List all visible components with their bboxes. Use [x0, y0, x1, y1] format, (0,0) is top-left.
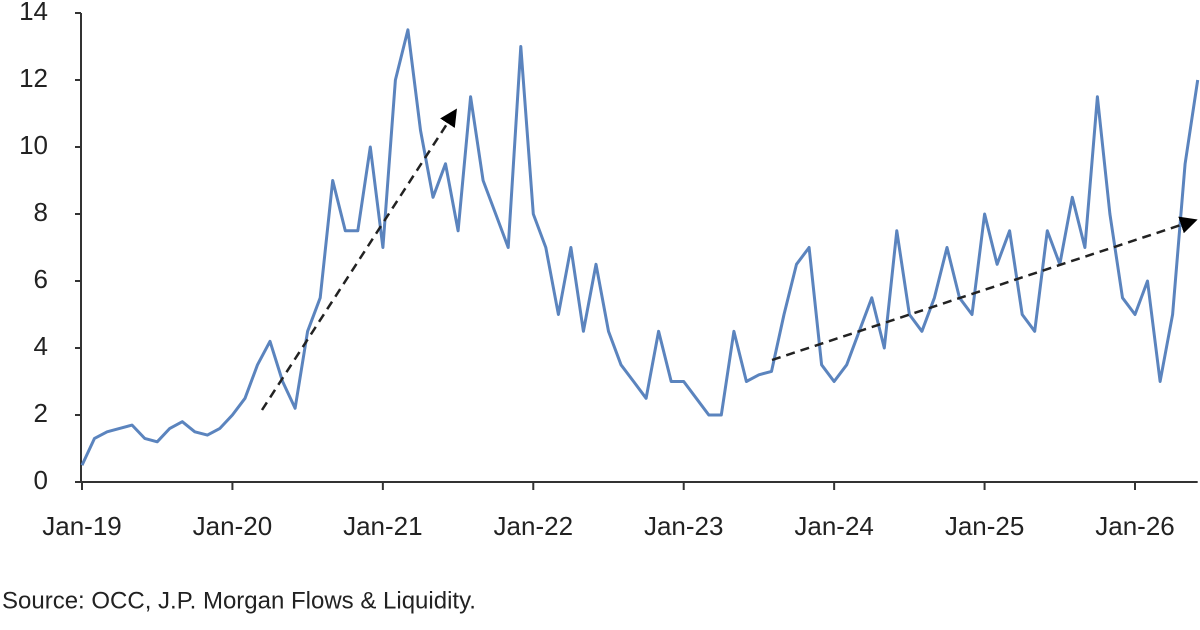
y-tick-label: 12: [19, 63, 48, 93]
x-tick-label: Jan-19: [42, 511, 122, 541]
y-tick-label: 2: [34, 398, 48, 428]
x-tick-label: Jan-26: [1095, 511, 1175, 541]
y-tick-label: 4: [34, 331, 48, 361]
plot-area: 0 2 4 6 8 10 12 14 Jan-19 Jan-20 Jan-21 Jan-22 Jan-2…: [19, 0, 1200, 541]
y-tick-label: 8: [34, 197, 48, 227]
y-tick-label: 0: [34, 465, 48, 495]
trend-arrow: [260, 108, 458, 411]
x-tick-label: Jan-25: [945, 511, 1025, 541]
x-tick-label: Jan-21: [343, 511, 423, 541]
source-note: Source: OCC, J.P. Morgan Flows & Liquidi…: [2, 587, 476, 614]
y-tick-label: 10: [19, 130, 48, 160]
x-tick-label: Jan-24: [794, 511, 874, 541]
trend-arrow: [771, 216, 1198, 362]
y-tick-label: 14: [19, 0, 48, 26]
x-tick-label: Jan-22: [494, 511, 574, 541]
x-tick-label: Jan-23: [644, 511, 724, 541]
y-tick-label: 6: [34, 264, 48, 294]
data-line: [80, 28, 1200, 466]
x-tick-label: Jan-20: [193, 511, 273, 541]
